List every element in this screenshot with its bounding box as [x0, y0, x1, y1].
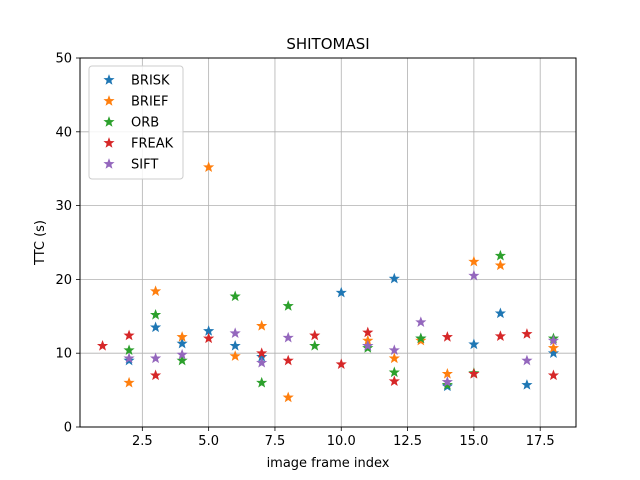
data-point-freak: [282, 354, 294, 366]
x-tick-label: 17.5: [526, 434, 555, 449]
data-point-brisk: [229, 339, 241, 351]
data-point-sift: [441, 376, 453, 387]
data-point-brisk: [176, 337, 188, 349]
legend-box: [88, 65, 184, 180]
data-point-brief: [176, 331, 188, 342]
data-point-brief: [547, 342, 560, 353]
data-point-brief: [203, 161, 215, 172]
data-point-sift: [123, 352, 135, 364]
data-point-sift: [547, 334, 560, 346]
data-point-brisk: [494, 307, 506, 319]
data-point-brief: [441, 368, 453, 379]
data-point-freak: [309, 329, 321, 341]
chart-title: SHITOMASI: [286, 35, 369, 53]
series-brief: [123, 161, 560, 403]
data-point-orb: [388, 366, 400, 378]
data-point-orb: [282, 300, 294, 311]
data-point-brief: [150, 285, 162, 296]
data-point-brief: [388, 352, 400, 364]
legend: BRISK BRIEF ORB FREAK SIFT: [88, 65, 184, 180]
data-point-freak: [441, 331, 453, 342]
legend-marker: [103, 116, 115, 127]
data-point-freak: [362, 326, 374, 338]
data-point-orb: [229, 290, 241, 302]
data-point-orb: [176, 354, 188, 366]
data-point-freak: [150, 369, 162, 381]
data-point-sift: [176, 348, 188, 360]
data-point-sift: [388, 344, 400, 355]
legend-label: BRISK: [131, 74, 170, 89]
data-point-sift: [229, 327, 241, 339]
data-point-brief: [123, 376, 135, 388]
data-point-freak: [335, 358, 347, 370]
data-point-brief: [468, 255, 480, 267]
x-tick-label: 15.0: [459, 434, 488, 449]
x-tick-label: 12.5: [393, 434, 422, 449]
data-point-orb: [441, 379, 453, 390]
data-point-brief: [494, 259, 506, 271]
data-point-orb: [494, 249, 506, 261]
legend-label: ORB: [131, 116, 159, 131]
data-point-brisk: [388, 272, 400, 284]
y-tick-label: 0: [64, 421, 72, 436]
data-point-freak: [468, 368, 480, 379]
y-tick-label: 10: [55, 347, 72, 362]
y-tick-label: 50: [55, 52, 72, 67]
y-tick-label: 40: [55, 125, 72, 140]
x-tick-label: 10.0: [327, 434, 356, 449]
data-point-brief: [256, 320, 268, 331]
data-point-brisk: [335, 286, 347, 298]
series-sift: [123, 269, 560, 387]
x-tick-label: 7.5: [265, 434, 286, 449]
legend-label: SIFT: [131, 158, 158, 173]
data-point-freak: [494, 330, 506, 341]
plot-area-frame: [79, 57, 577, 428]
data-point-freak: [388, 375, 400, 386]
data-point-sift: [282, 331, 294, 343]
y-tick-label: 30: [55, 199, 72, 214]
data-point-orb: [150, 308, 162, 320]
data-point-sift: [521, 354, 533, 366]
data-points: [96, 161, 560, 403]
legend-marker: [103, 95, 115, 106]
data-point-freak: [256, 347, 268, 358]
series-freak: [96, 326, 560, 386]
data-point-orb: [123, 344, 135, 355]
legend-marker: [103, 74, 115, 85]
data-point-sift: [468, 269, 480, 281]
data-point-orb: [415, 332, 427, 344]
data-point-freak: [547, 369, 560, 381]
data-point-brisk: [150, 321, 162, 333]
data-point-sift: [256, 356, 268, 368]
legend-marker: [103, 137, 115, 148]
data-point-freak: [96, 339, 109, 351]
data-point-brisk: [521, 379, 533, 390]
y-tick-label: 20: [55, 273, 72, 288]
legend-marker: [103, 158, 115, 169]
axis-ticks: 2.5 5.0 7.5 10.0 12.5 15.0 17.5 0 10 20 30 40 50: [55, 52, 554, 450]
x-axis-label: image frame index: [267, 456, 390, 471]
data-point-brisk: [547, 347, 560, 358]
data-point-sift: [150, 352, 162, 364]
x-tick-label: 2.5: [132, 434, 153, 449]
data-point-freak: [203, 332, 215, 344]
data-point-brief: [282, 391, 294, 403]
data-point-orb: [309, 339, 321, 351]
data-point-brisk: [468, 338, 480, 350]
legend-label: BRIEF: [131, 95, 168, 110]
data-point-freak: [521, 328, 533, 339]
data-point-brief: [229, 350, 241, 361]
legend-label: FREAK: [131, 137, 174, 152]
data-point-sift: [362, 339, 374, 351]
x-tick-label: 5.0: [198, 434, 219, 449]
data-point-orb: [256, 376, 268, 388]
data-point-sift: [415, 316, 427, 327]
data-point-freak: [123, 329, 135, 341]
y-axis-label: TTC (s): [33, 220, 48, 266]
